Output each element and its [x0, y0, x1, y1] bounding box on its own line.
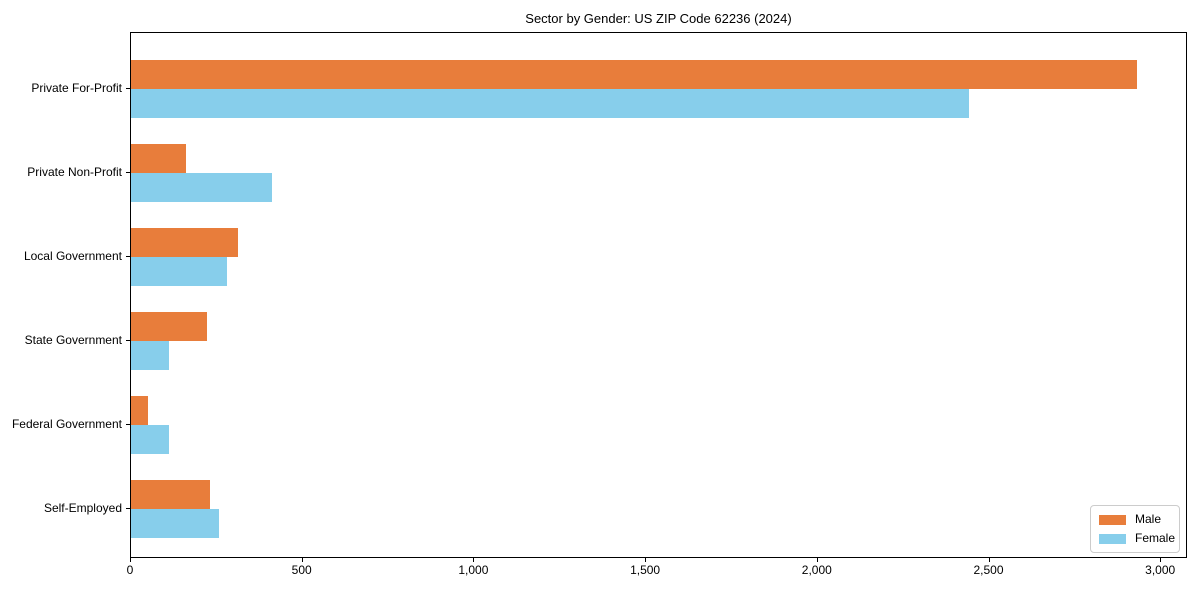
bar-male-1 — [131, 60, 1138, 89]
x-axis-tick-label: 2,500 — [973, 563, 1004, 577]
legend-item-male: Male — [1099, 513, 1171, 526]
legend-item-female: Female — [1099, 532, 1175, 545]
bar-male-6 — [131, 480, 210, 509]
y-axis-label: Self-Employed — [43, 501, 122, 515]
bar-female-6 — [131, 509, 219, 538]
y-axis-tick-mark — [126, 424, 130, 425]
x-axis-tick-label: 3,000 — [1145, 563, 1176, 577]
y-axis-label: State Government — [24, 333, 122, 347]
x-axis-tick-mark — [816, 558, 818, 562]
x-axis-tick-mark — [130, 558, 131, 562]
bar-female-5 — [131, 425, 169, 454]
x-axis-tick-mark — [645, 558, 647, 562]
y-axis-tick-mark — [126, 88, 130, 89]
x-axis-tick-label: 500 — [291, 563, 312, 577]
x-axis-tick-mark — [988, 558, 990, 562]
y-axis-tick-mark — [126, 172, 130, 173]
y-axis-tick-mark — [126, 340, 130, 341]
x-axis-tick-label: 2,000 — [801, 563, 832, 577]
bar-male-3 — [131, 228, 238, 257]
legend-swatch-female — [1099, 533, 1126, 544]
bar-male-2 — [131, 144, 186, 173]
legend: Male Female — [1090, 505, 1180, 553]
bar-female-3 — [131, 257, 228, 286]
y-axis-tick-mark — [126, 508, 130, 509]
legend-label: Female — [1135, 531, 1176, 545]
y-axis-label: Federal Government — [11, 417, 122, 431]
chart-title: Sector by Gender: US ZIP Code 62236 (202… — [525, 11, 792, 26]
x-axis-tick-mark — [473, 558, 475, 562]
plot-area: Male Female — [130, 32, 1187, 558]
bar-female-4 — [131, 341, 169, 370]
x-axis-tick-mark — [301, 558, 303, 562]
y-axis-tick-mark — [126, 256, 130, 257]
legend-swatch-male — [1099, 514, 1126, 525]
bar-female-2 — [131, 173, 272, 202]
y-axis-label: Private For-Profit — [31, 81, 122, 95]
x-axis-tick-label: 0 — [126, 563, 134, 577]
y-axis-label: Private Non-Profit — [27, 165, 122, 179]
bar-male-4 — [131, 312, 207, 341]
bar-male-5 — [131, 396, 149, 425]
x-axis-tick-label: 1,000 — [458, 563, 489, 577]
legend-label: Male — [1135, 512, 1162, 526]
bar-female-1 — [131, 89, 969, 118]
x-axis-tick-mark — [1160, 558, 1162, 562]
x-axis-tick-label: 1,500 — [630, 563, 661, 577]
y-axis-label: Local Government — [23, 249, 122, 263]
